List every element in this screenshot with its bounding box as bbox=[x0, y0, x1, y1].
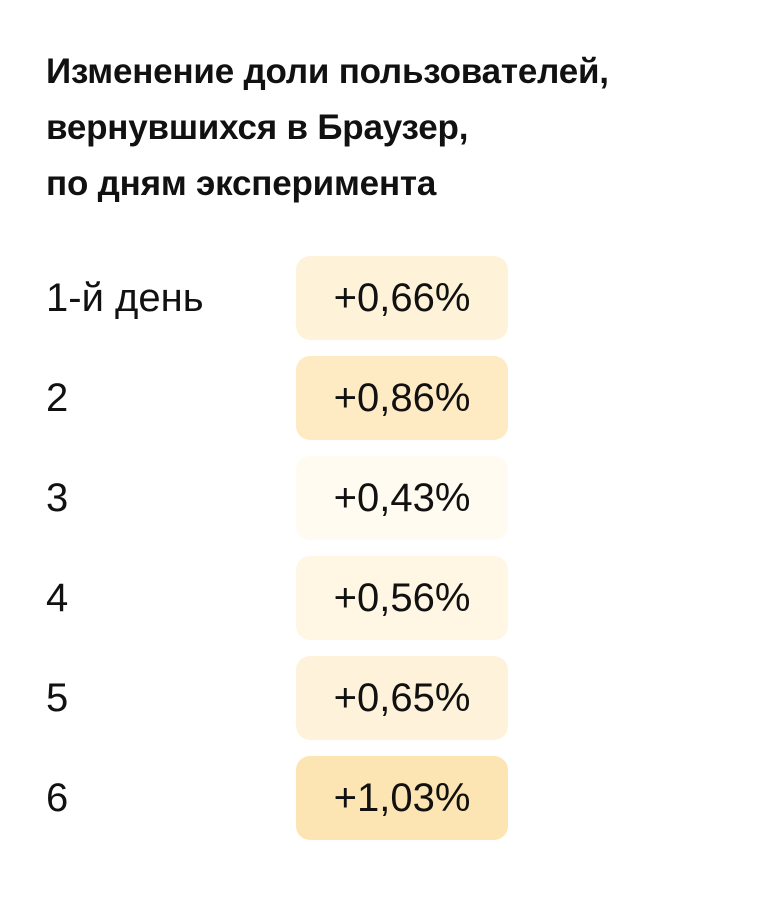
day-label: 6 bbox=[46, 776, 69, 820]
table-row: 3 +0,43% bbox=[0, 456, 774, 540]
title-line-3: по дням эксперимента bbox=[46, 164, 437, 203]
change-value-cell: +0,65% bbox=[296, 656, 508, 740]
change-value-cell: +0,56% bbox=[296, 556, 508, 640]
chart-title: Изменение доли пользователей, вернувшихс… bbox=[46, 44, 746, 212]
change-value-cell: +0,86% bbox=[296, 356, 508, 440]
table-row: 4 +0,56% bbox=[0, 556, 774, 640]
table-row: 5 +0,65% bbox=[0, 656, 774, 740]
table-row: 6 +1,03% bbox=[0, 756, 774, 840]
change-value-cell: +0,66% bbox=[296, 256, 508, 340]
change-value-cell: +1,03% bbox=[296, 756, 508, 840]
day-label: 3 bbox=[46, 476, 69, 520]
title-line-1: Изменение доли пользователей, bbox=[46, 52, 609, 91]
table-row: 1-й день +0,66% bbox=[0, 256, 774, 340]
day-label: 1-й день bbox=[46, 276, 204, 320]
day-label: 2 bbox=[46, 376, 69, 420]
change-value-cell: +0,43% bbox=[296, 456, 508, 540]
table-row: 2 +0,86% bbox=[0, 356, 774, 440]
title-line-2: вернувшихся в Браузер, bbox=[46, 108, 469, 147]
day-label: 4 bbox=[46, 576, 69, 620]
day-label: 5 bbox=[46, 676, 69, 720]
